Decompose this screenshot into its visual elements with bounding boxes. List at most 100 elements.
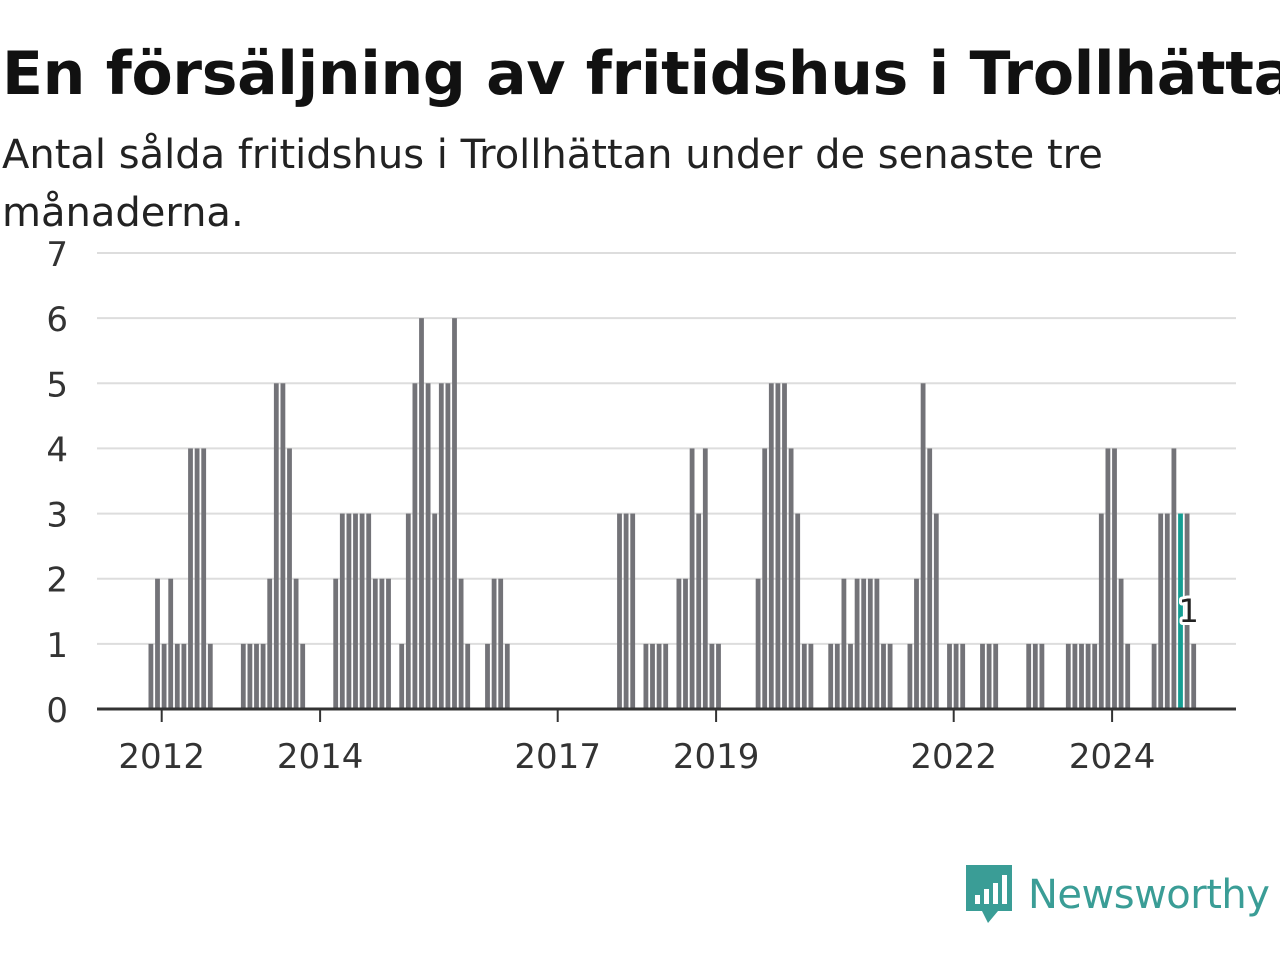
bar <box>867 578 873 709</box>
bar <box>841 578 847 709</box>
x-tick-label: 2017 <box>514 737 601 777</box>
bar <box>280 383 286 709</box>
bar <box>148 643 154 709</box>
bar <box>702 448 708 709</box>
bar <box>188 448 193 709</box>
newsworthy-logo-icon <box>966 865 1012 923</box>
bar <box>768 383 774 709</box>
brand-name: Newsworthy <box>1028 872 1270 918</box>
bar <box>861 578 867 709</box>
bar <box>1171 448 1177 709</box>
bar <box>254 643 259 709</box>
bar <box>438 383 444 709</box>
bar <box>663 643 669 709</box>
bar <box>1026 643 1032 709</box>
bar <box>1191 643 1197 709</box>
bar <box>161 643 167 709</box>
chart-title: En försäljning av fritidshus i Trollhätt… <box>2 39 1280 109</box>
bar <box>287 448 292 709</box>
bar <box>643 643 649 709</box>
bar <box>630 513 636 709</box>
bar-highlight <box>1178 513 1183 709</box>
bar <box>155 578 160 709</box>
x-tick-label: 2014 <box>277 737 364 777</box>
x-tick-label: 2022 <box>910 737 997 777</box>
bar <box>168 578 174 709</box>
bar <box>874 578 880 709</box>
bar <box>1105 448 1111 709</box>
bar <box>927 448 933 709</box>
bar <box>194 448 200 709</box>
bar <box>762 448 768 709</box>
x-tick-label: 2024 <box>1069 737 1156 777</box>
bar <box>485 643 490 709</box>
y-tick-label: 2 <box>46 561 68 601</box>
bar <box>1085 643 1091 709</box>
bar <box>914 578 919 709</box>
bar <box>683 578 688 709</box>
bar <box>293 578 299 709</box>
bar <box>207 643 213 709</box>
y-tick-label: 5 <box>46 365 68 405</box>
bar <box>1065 643 1071 709</box>
bar <box>372 578 378 709</box>
bar <box>782 383 787 709</box>
bar <box>755 578 761 709</box>
bar <box>181 643 187 709</box>
y-tick-label: 7 <box>46 235 68 275</box>
bar <box>656 643 662 709</box>
bar <box>412 383 418 709</box>
bar <box>907 643 913 709</box>
bar <box>346 513 352 709</box>
data-labels: 1 <box>1176 589 1202 633</box>
bar <box>881 643 886 709</box>
bar <box>201 448 207 709</box>
bar <box>174 643 180 709</box>
chart-subtitle: Antal sålda fritidshus i Trollhättan und… <box>2 132 1103 236</box>
bar <box>465 643 471 709</box>
bar <box>1098 513 1104 709</box>
x-tick-label: 2012 <box>118 737 205 777</box>
bar <box>425 383 431 709</box>
bar <box>960 643 966 709</box>
bar <box>801 643 807 709</box>
bar <box>445 383 451 709</box>
bar <box>676 578 682 709</box>
bar <box>405 513 411 709</box>
bar <box>240 643 246 709</box>
bar <box>854 578 860 709</box>
bar <box>399 643 405 709</box>
bar <box>353 513 358 709</box>
data-label: 1 <box>1179 592 1199 630</box>
bar <box>1092 643 1098 709</box>
bars <box>148 318 1197 709</box>
bar <box>267 578 273 709</box>
y-tick-label: 6 <box>46 300 68 340</box>
bar <box>491 578 497 709</box>
bar <box>788 448 794 709</box>
bar <box>1125 643 1131 709</box>
bar <box>709 643 715 709</box>
bar <box>247 643 253 709</box>
bar <box>504 643 510 709</box>
bar <box>1164 513 1170 709</box>
bar <box>828 643 834 709</box>
bar <box>419 318 424 709</box>
bar <box>980 643 985 709</box>
y-axis-ticks: 0 1 2 3 4 5 6 7 <box>46 235 68 731</box>
bar <box>650 643 655 709</box>
bar <box>432 513 438 709</box>
bar <box>1118 578 1124 709</box>
bar <box>716 643 721 709</box>
bar <box>339 513 345 709</box>
bar <box>498 578 504 709</box>
bar <box>458 578 464 709</box>
bar <box>386 578 391 709</box>
bar <box>953 643 959 709</box>
bar <box>1039 643 1045 709</box>
bar <box>795 513 801 709</box>
bar <box>848 643 853 709</box>
x-axis-ticks: 2012 2014 2017 2019 2022 2024 <box>118 709 1155 777</box>
y-tick-label: 3 <box>46 496 68 536</box>
